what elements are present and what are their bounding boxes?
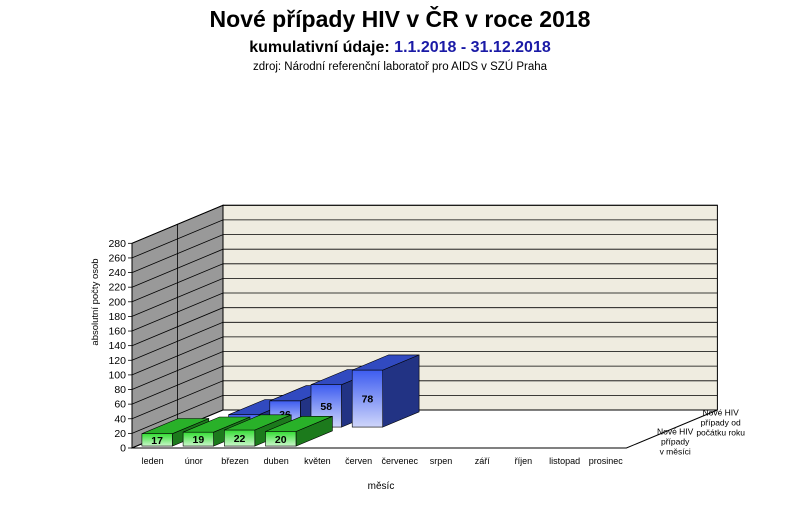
bars: 1736587817192220 (141, 354, 420, 447)
x-tick-label: září (475, 456, 491, 466)
grid-line (131, 263, 718, 303)
chart-title: Nové případy HIV v ČR v roce 2018 (209, 6, 591, 32)
chart-subtitle: kumulativní údaje: 1.1.2018 - 31.12.2018 (0, 39, 800, 57)
y-axis-ticks: 0 20 40 60 80 100 120 140 160 180 200 220 240 260 280 (108, 238, 132, 455)
y-tick-label: 0 (120, 443, 126, 455)
grid-line (131, 321, 718, 361)
grid-line (131, 307, 718, 347)
bar-top (265, 415, 333, 432)
series-label: Nové HIV případy od počátku roku (696, 408, 745, 438)
grid-line (131, 365, 718, 405)
y-tick-label: 120 (108, 355, 126, 367)
y-tick-label: 240 (108, 267, 126, 279)
bar-top (182, 416, 251, 433)
chart-walls (131, 204, 718, 449)
bar-top (224, 414, 292, 431)
y-tick-label: 200 (108, 296, 126, 308)
y-tick-label: 180 (108, 311, 126, 323)
grid-line (131, 351, 718, 390)
grid-line (131, 336, 718, 376)
grid-line (131, 204, 718, 244)
grid-line (131, 380, 718, 420)
grid-line (131, 234, 718, 273)
data-label: 19 (193, 434, 205, 446)
y-tick-label: 140 (108, 340, 126, 352)
data-label: 17 (151, 435, 163, 447)
x-tick-label: červen (345, 456, 372, 466)
x-tick-label: prosinec (589, 456, 624, 466)
x-tick-label: listopad (549, 456, 580, 466)
x-tick-label: březen (221, 456, 249, 466)
data-label: 78 (362, 394, 374, 406)
x-tick-label: červenec (382, 456, 419, 466)
data-label: 22 (234, 433, 246, 445)
x-tick-label: duben (264, 456, 289, 466)
x-axis-ticks: leden únor březen duben květen červen červenec… (142, 456, 624, 466)
grid-line (131, 219, 718, 259)
x-tick-label: únor (185, 456, 203, 466)
grid-line (131, 292, 718, 332)
date-range: 1.1.2018 - 31.12.2018 (394, 39, 551, 56)
x-tick-label: říjen (515, 456, 533, 466)
y-tick-label: 160 (108, 326, 126, 338)
bar-top (141, 418, 209, 435)
y-tick-label: 100 (108, 369, 126, 381)
y-tick-label: 20 (114, 428, 126, 440)
y-tick-label: 220 (108, 282, 126, 294)
bar-top (352, 354, 420, 371)
x-axis-label: měsíc (368, 481, 395, 492)
grid-line (131, 277, 718, 317)
y-axis-label: absolutní počty osob (90, 258, 101, 345)
y-tick-label: 60 (114, 399, 126, 411)
x-tick-label: srpen (430, 456, 453, 466)
grid-line (131, 394, 718, 434)
data-label: 58 (320, 401, 332, 413)
y-tick-label: 260 (108, 252, 126, 264)
grid-lines (131, 204, 718, 434)
chart-source: zdroj: Národní referenční laboratoř pro … (252, 61, 548, 73)
subtitle-label: kumulativní údaje: (249, 39, 390, 56)
data-label: 20 (275, 434, 287, 446)
x-tick-label: leden (142, 456, 164, 466)
y-tick-label: 80 (114, 384, 126, 396)
y-tick-label: 40 (114, 413, 126, 425)
series-label: Nové HIV případy v měsíci (657, 427, 694, 457)
grid-line (131, 248, 718, 288)
y-tick-label: 280 (108, 238, 126, 250)
x-tick-label: květen (304, 456, 331, 466)
